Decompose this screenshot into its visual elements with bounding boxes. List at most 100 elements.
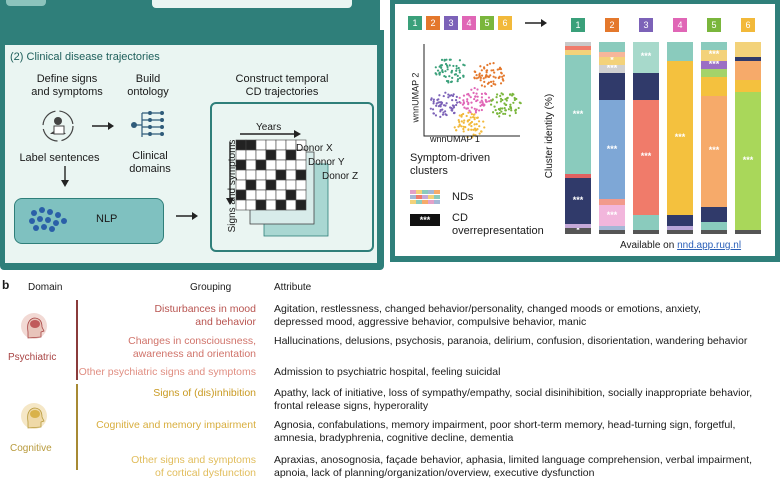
umap-point: [470, 113, 473, 116]
umap-point: [439, 110, 442, 113]
donor-z-label: Donor Z: [322, 171, 359, 182]
cd-overrepresentation-label: *: [610, 55, 614, 66]
umap-point: [469, 116, 472, 119]
umap-point: [485, 69, 489, 72]
umap-x-label: wnnUMAP 1: [430, 134, 480, 144]
umap-point: [502, 74, 505, 77]
bar-segment: [701, 222, 727, 231]
umap-point: [501, 93, 505, 96]
arrow-down-icon: [61, 166, 69, 187]
years-label: Years: [256, 122, 282, 133]
umap-point: [447, 93, 450, 96]
umap-point: [462, 125, 465, 128]
umap-point: [432, 100, 435, 103]
group-disinhibition: Signs of (dis)inhibition: [153, 387, 256, 399]
trajectory-cell: [275, 149, 287, 161]
nds-label: NDs: [452, 191, 474, 203]
cd-overrepresentation-label: ***: [640, 151, 652, 162]
umap-point: [474, 111, 478, 114]
umap-point: [463, 106, 466, 109]
umap-point: [458, 59, 462, 62]
umap-point: [467, 111, 470, 114]
umap-point: [434, 72, 437, 75]
umap-point: [500, 110, 503, 113]
umap-point: [486, 63, 489, 67]
umap-point: [463, 119, 466, 122]
umap-point: [432, 102, 435, 105]
attr-cortical: Apraxias, anosognosia, façade behavior, …: [274, 454, 753, 479]
umap-point: [479, 65, 482, 68]
umap-point: [458, 76, 462, 80]
label-sentences-label: Label sentences: [19, 152, 100, 164]
umap-point: [473, 97, 476, 101]
umap-point: [504, 109, 507, 112]
umap-point: [462, 94, 466, 97]
umap-scatter: [423, 44, 522, 139]
ontology-tree-icon: [131, 111, 164, 137]
trajectory-cell: [265, 169, 277, 181]
umap-point: [499, 94, 502, 97]
cognitive-head-icon: [21, 403, 47, 429]
umap-point: [475, 123, 478, 126]
bar-segment: [565, 55, 591, 175]
umap-point: [505, 97, 508, 100]
umap-point: [480, 69, 483, 72]
umap-point: [472, 133, 475, 136]
umap-point: [448, 64, 451, 67]
umap-point: [429, 107, 432, 110]
available-link[interactable]: nnd.app.rug.nl: [677, 240, 742, 251]
umap-point: [478, 125, 481, 128]
trajectory-cell: [245, 199, 257, 211]
umap-point: [460, 115, 463, 118]
arrow-right-chips-icon: [525, 19, 547, 27]
cd-overrepresentation-label: ***: [708, 59, 720, 70]
donor-x-label: Donor X: [296, 143, 333, 154]
trajectory-cell: [265, 149, 277, 161]
trajectory-cell: [255, 189, 267, 201]
umap-point: [440, 58, 444, 62]
trajectory-cell: [275, 159, 287, 171]
umap-point: [495, 96, 498, 99]
bar-segment: [599, 230, 625, 234]
cd-overrepresentation-label: ***: [606, 143, 618, 154]
bar-segment: [599, 65, 625, 73]
trajectory-cell: [275, 139, 287, 151]
umap-point: [459, 101, 462, 105]
cd-overrepresentation-label: ***: [640, 51, 652, 62]
umap-point: [443, 58, 446, 61]
bar-segment: [667, 226, 693, 231]
umap-point: [442, 111, 445, 114]
bar-segment: [701, 68, 727, 77]
umap-point: [455, 103, 458, 107]
trajectory-cell: [245, 139, 257, 151]
bar-segment: [565, 174, 591, 179]
trajectory-cell: [285, 159, 297, 171]
trajectory-cell: [275, 199, 287, 211]
umap-point: [509, 107, 513, 110]
trajectory-cell: [275, 179, 287, 191]
umap-point: [476, 95, 479, 98]
umap-point: [493, 71, 496, 74]
umap-point: [447, 81, 450, 84]
umap-point: [498, 108, 501, 112]
umap-point: [470, 128, 473, 131]
umap-point: [462, 121, 465, 124]
umap-point: [450, 69, 454, 73]
umap-point: [473, 118, 476, 121]
brain-network-icon: [29, 207, 67, 232]
umap-point: [456, 80, 459, 83]
umap-point: [475, 74, 478, 77]
nds-swatch-icon: [410, 190, 440, 204]
build-ontology-label: Build ontology: [127, 73, 169, 98]
bar-segment: [565, 228, 591, 234]
umap-point: [473, 86, 476, 90]
umap-point: [514, 111, 517, 115]
umap-point: [484, 92, 488, 96]
umap-y-label: wnnUMAP 2: [410, 72, 421, 123]
panel-b-letter: b: [2, 278, 10, 292]
umap-point: [455, 129, 458, 132]
umap-point: [472, 91, 475, 94]
umap-point: [457, 119, 460, 122]
umap-point: [460, 120, 463, 123]
trajectory-cell: [265, 189, 277, 201]
